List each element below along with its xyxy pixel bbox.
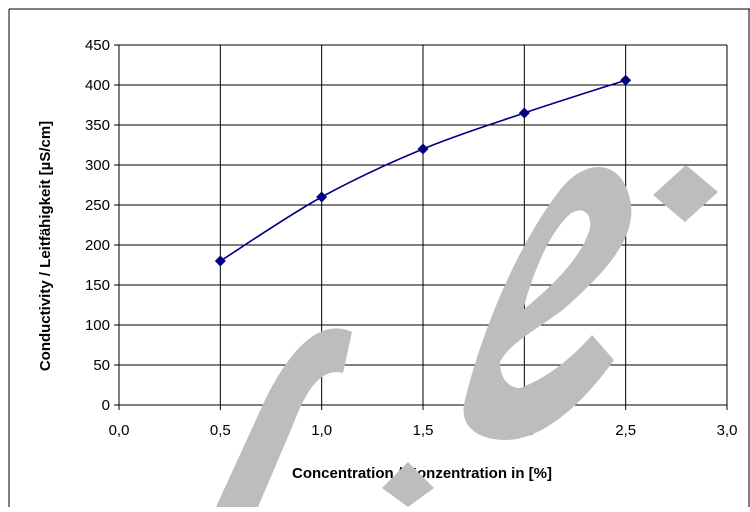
y-tick-label: 0 <box>102 397 110 414</box>
series-layer <box>214 74 632 267</box>
x-tick-label: 1,5 <box>413 422 434 439</box>
grid-layer <box>114 44 728 410</box>
y-tick-label: 250 <box>85 197 110 214</box>
y-tick-label: 400 <box>85 77 110 94</box>
watermark-dot-right <box>653 165 718 222</box>
y-tick-label: 300 <box>85 157 110 174</box>
y-tick-label: 350 <box>85 117 110 134</box>
tick-layer: 0 50 100 150 200 250 300 350 400 450 0,0 0,5 1,0 1,5 2… <box>85 37 737 439</box>
data-point-marker <box>620 74 632 86</box>
y-axis-title: Conductivity / Leitfähigkeit [µS/cm] <box>37 121 54 371</box>
y-tick-label: 200 <box>85 237 110 254</box>
data-point-marker <box>518 107 530 119</box>
y-tick-label: 150 <box>85 277 110 294</box>
x-tick-label: 2,5 <box>615 422 636 439</box>
x-tick-label: 0,5 <box>210 422 231 439</box>
data-point-marker <box>214 255 226 267</box>
y-tick-label: 50 <box>93 357 110 374</box>
y-tick-label: 100 <box>85 317 110 334</box>
watermark-letter-r <box>216 328 352 507</box>
watermark <box>216 165 718 507</box>
data-point-marker <box>417 143 429 155</box>
x-tick-label: 3,0 <box>717 422 738 439</box>
x-axis-title: Concentration / Konzentration in [%] <box>292 465 552 482</box>
y-tick-label: 450 <box>85 37 110 54</box>
watermark-dot-left <box>382 462 434 507</box>
x-tick-label: 0,0 <box>109 422 130 439</box>
watermark-letter-e <box>463 166 632 441</box>
data-point-marker <box>316 191 328 203</box>
x-tick-label: 1,0 <box>311 422 332 439</box>
